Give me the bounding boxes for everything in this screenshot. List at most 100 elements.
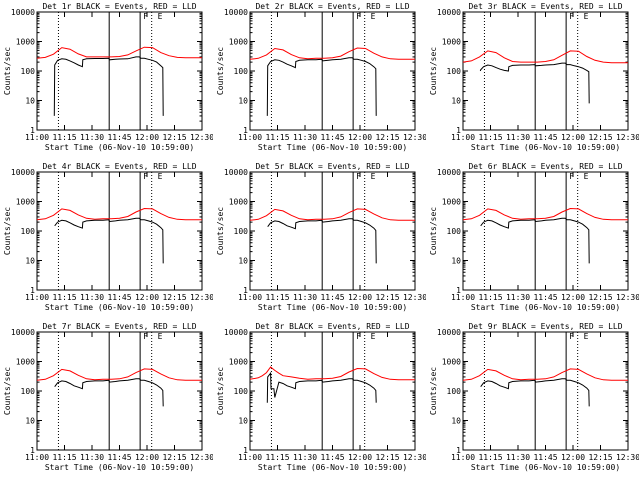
x-axis-label: Start Time (06-Nov-10 10:59:00) <box>258 303 407 312</box>
y-tick-label: 100 <box>447 67 462 76</box>
y-axis-label: Counts/sec <box>3 47 12 95</box>
y-tick-label: 10000 <box>11 328 35 337</box>
x-tick-label: 11:00 <box>238 133 262 142</box>
x-tick-label: 12:15 <box>588 293 612 302</box>
flag-e-label: E <box>584 12 589 21</box>
panel-title: Det 3r BLACK = Events, RED = LLD <box>468 2 622 11</box>
y-tick-label: 10000 <box>11 8 35 17</box>
flag-e-label: E <box>371 172 376 181</box>
x-tick-label: 12:00 <box>348 293 372 302</box>
y-tick-label: 1000 <box>16 38 35 47</box>
flag-e-label: E <box>371 12 376 21</box>
x-tick-label: 11:30 <box>506 293 530 302</box>
det-panel-2: Det 2r BLACK = Events, RED = LLD 1 10 100 10… <box>216 2 426 152</box>
x-tick-label: 12:30 <box>403 133 426 142</box>
y-tick-label: 1 <box>30 446 35 455</box>
flag-f-label: F <box>569 332 574 341</box>
x-tick-label: 12:15 <box>162 133 186 142</box>
det-panel-9: Det 9r BLACK = Events, RED = LLD 1 10 100 10… <box>429 322 639 472</box>
y-axis-label: Counts/sec <box>429 367 438 415</box>
series-events-line <box>479 62 590 104</box>
x-tick-label: 11:45 <box>533 293 557 302</box>
y-tick-label: 10 <box>25 97 35 106</box>
y-tick-label: 10000 <box>11 168 35 177</box>
series-lld-line <box>36 207 202 221</box>
plot-frame <box>36 171 203 291</box>
x-axis-label: Start Time (06-Nov-10 10:59:00) <box>471 303 620 312</box>
flag-f-label: F <box>143 172 148 181</box>
flag-f-label: F <box>569 12 574 21</box>
y-axis-label: Counts/sec <box>3 207 12 255</box>
y-tick-label: 10 <box>451 417 461 426</box>
x-tick-label: 11:45 <box>320 133 344 142</box>
y-tick-label: 1000 <box>442 198 461 207</box>
series-lld-line <box>462 50 628 64</box>
panel-title: Det 2r BLACK = Events, RED = LLD <box>255 2 409 11</box>
x-tick-label: 11:15 <box>52 133 76 142</box>
det-panel-7: Det 7r BLACK = Events, RED = LLD 1 10 100 10… <box>3 322 213 472</box>
x-tick-label: 12:30 <box>190 293 213 302</box>
x-tick-label: 12:00 <box>348 453 372 462</box>
series-events-line <box>54 378 164 407</box>
flag-e-label: E <box>584 332 589 341</box>
x-tick-label: 12:30 <box>190 133 213 142</box>
x-axis-label: Start Time (06-Nov-10 10:59:00) <box>45 143 194 152</box>
x-tick-label: 12:30 <box>616 133 639 142</box>
flag-e-label: E <box>584 172 589 181</box>
x-tick-label: 11:30 <box>293 453 317 462</box>
flag-e-label: E <box>158 332 163 341</box>
x-tick-label: 12:15 <box>375 133 399 142</box>
x-tick-label: 11:30 <box>80 453 104 462</box>
y-axis-label: Counts/sec <box>429 207 438 255</box>
panel-title: Det 5r BLACK = Events, RED = LLD <box>255 162 409 171</box>
panel-title: Det 8r BLACK = Events, RED = LLD <box>255 322 409 331</box>
y-tick-label: 100 <box>21 67 36 76</box>
series-lld-line <box>36 368 202 381</box>
y-tick-label: 1 <box>243 126 248 135</box>
y-axis-label: Counts/sec <box>429 47 438 95</box>
x-tick-label: 11:45 <box>107 453 131 462</box>
y-axis-label: Counts/sec <box>216 207 225 255</box>
y-tick-label: 10 <box>451 97 461 106</box>
plot-frame <box>36 331 203 451</box>
y-tick-label: 1 <box>30 286 35 295</box>
y-tick-label: 10 <box>25 417 35 426</box>
flag-f-label: F <box>356 12 361 21</box>
x-tick-label: 12:15 <box>375 293 399 302</box>
det-panel-5: Det 5r BLACK = Events, RED = LLD 1 10 100 10… <box>216 162 426 312</box>
x-tick-label: 11:30 <box>293 293 317 302</box>
x-tick-label: 12:15 <box>588 453 612 462</box>
x-tick-label: 11:15 <box>52 453 76 462</box>
x-tick-label: 11:30 <box>506 133 530 142</box>
y-axis-label: Counts/sec <box>216 367 225 415</box>
panel-title: Det 4r BLACK = Events, RED = LLD <box>42 162 196 171</box>
series-events-line <box>266 57 377 116</box>
x-tick-label: 12:00 <box>561 453 585 462</box>
y-tick-label: 100 <box>234 67 249 76</box>
x-tick-label: 12:00 <box>135 453 159 462</box>
y-tick-label: 10000 <box>437 8 461 17</box>
flag-e-label: E <box>158 12 163 21</box>
x-tick-label: 12:30 <box>190 453 213 462</box>
x-tick-label: 11:45 <box>107 293 131 302</box>
plot-frame <box>249 331 416 451</box>
x-tick-label: 12:15 <box>375 453 399 462</box>
x-tick-label: 12:00 <box>561 133 585 142</box>
x-tick-label: 11:00 <box>238 293 262 302</box>
x-tick-label: 12:15 <box>162 293 186 302</box>
plot-frame <box>36 11 203 131</box>
y-tick-label: 100 <box>21 387 36 396</box>
x-tick-label: 11:30 <box>506 453 530 462</box>
flag-f-label: F <box>356 332 361 341</box>
x-axis-label: Start Time (06-Nov-10 10:59:00) <box>258 463 407 472</box>
x-tick-label: 11:15 <box>52 293 76 302</box>
flag-f-label: F <box>143 12 148 21</box>
x-tick-label: 11:30 <box>80 293 104 302</box>
x-axis-label: Start Time (06-Nov-10 10:59:00) <box>471 143 620 152</box>
x-tick-label: 11:00 <box>238 453 262 462</box>
y-tick-label: 1 <box>456 446 461 455</box>
det-panel-6: Det 6r BLACK = Events, RED = LLD 1 10 100 10… <box>429 162 639 312</box>
x-tick-label: 11:15 <box>478 453 502 462</box>
flag-e-label: E <box>158 172 163 181</box>
